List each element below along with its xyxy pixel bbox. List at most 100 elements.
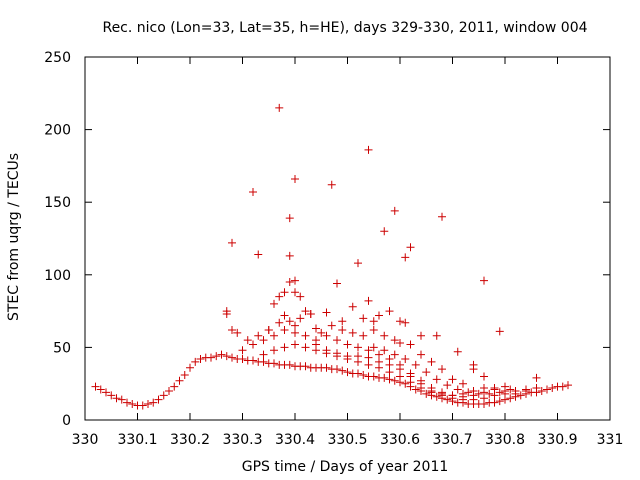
data-point: [149, 398, 158, 407]
x-tick-label: 330.9: [537, 432, 577, 448]
data-point: [270, 299, 278, 308]
data-point: [228, 325, 236, 334]
data-point: [427, 386, 436, 395]
data-point: [422, 389, 431, 398]
data-point: [422, 368, 431, 377]
data-point: [301, 362, 310, 371]
data-point: [369, 372, 378, 381]
data-point: [144, 400, 152, 409]
data-point: [275, 292, 284, 301]
data-point: [495, 388, 504, 397]
data-point: [123, 398, 131, 407]
y-axis-label: STEC from uqrg / TECUs: [6, 153, 22, 321]
data-point: [175, 376, 184, 385]
data-point: [375, 350, 383, 359]
data-point: [312, 324, 320, 333]
data-point: [296, 292, 305, 301]
data-point: [243, 336, 252, 345]
data-point: [180, 370, 189, 379]
data-point: [275, 318, 284, 327]
data-point: [112, 394, 121, 403]
data-point: [96, 385, 105, 394]
data-point: [259, 357, 268, 366]
x-tick-label: 330.7: [432, 432, 472, 448]
data-point: [558, 382, 567, 391]
data-point: [432, 331, 441, 340]
data-point: [275, 103, 284, 112]
data-point: [280, 343, 289, 352]
data-point: [464, 388, 473, 397]
data-point: [222, 307, 231, 316]
data-point: [375, 311, 383, 320]
data-point: [238, 355, 247, 364]
data-point: [291, 276, 299, 285]
data-point: [207, 353, 215, 362]
data-point: [312, 340, 320, 349]
data-point: [301, 331, 310, 340]
x-tick-label: 331: [597, 432, 624, 448]
data-point: [322, 346, 331, 355]
data-point: [469, 360, 478, 369]
data-point: [443, 381, 452, 390]
data-point: [417, 350, 425, 359]
x-tick-label: 330.2: [170, 432, 210, 448]
data-point: [270, 359, 278, 368]
data-point: [117, 395, 126, 404]
data-point: [296, 314, 305, 323]
data-point: [385, 375, 394, 384]
data-point: [380, 331, 389, 340]
data-point: [511, 389, 520, 398]
x-tick-label: 330.8: [485, 432, 525, 448]
data-point: [401, 253, 410, 262]
y-tick-label: 100: [44, 268, 71, 284]
data-point: [480, 276, 488, 285]
data-point: [285, 278, 294, 287]
data-point: [453, 385, 462, 394]
y-tick-label: 0: [62, 413, 71, 429]
data-point: [490, 398, 499, 407]
data-point: [212, 352, 221, 361]
data-point: [291, 174, 299, 183]
data-point: [443, 395, 452, 404]
x-tick-label: 330.4: [275, 432, 315, 448]
data-point: [270, 331, 278, 340]
data-point: [306, 310, 315, 319]
data-point: [401, 355, 410, 364]
data-point: [338, 366, 347, 375]
data-point: [154, 395, 163, 404]
data-point: [327, 321, 336, 330]
data-point: [228, 238, 236, 247]
data-point: [348, 302, 357, 311]
data-point: [228, 353, 236, 362]
data-point: [186, 363, 194, 372]
data-point: [285, 360, 294, 369]
data-point: [285, 317, 294, 326]
x-axis-label: GPS time / Days of year 2011: [242, 459, 449, 475]
data-point: [191, 357, 200, 366]
data-point: [396, 317, 404, 326]
y-tick-label: 200: [44, 123, 71, 139]
data-point: [380, 373, 389, 382]
data-point: [459, 379, 467, 388]
data-point: [438, 212, 446, 221]
data-point: [396, 365, 404, 374]
data-point: [322, 308, 331, 317]
data-point: [343, 368, 352, 377]
chart-title: Rec. nico (Lon=33, Lat=35, h=HE), days 3…: [102, 20, 587, 36]
data-point: [291, 340, 299, 349]
data-point: [417, 331, 425, 340]
data-point: [369, 317, 378, 326]
data-point: [343, 340, 352, 349]
data-point: [333, 365, 341, 374]
data-point: [448, 375, 457, 384]
data-point: [427, 357, 436, 366]
data-point: [259, 350, 268, 359]
data-point: [401, 318, 410, 327]
data-point: [364, 296, 373, 305]
data-point: [280, 325, 289, 334]
data-point: [385, 368, 394, 377]
data-point: [516, 391, 525, 400]
data-point: [411, 385, 420, 394]
data-point: [249, 356, 257, 365]
